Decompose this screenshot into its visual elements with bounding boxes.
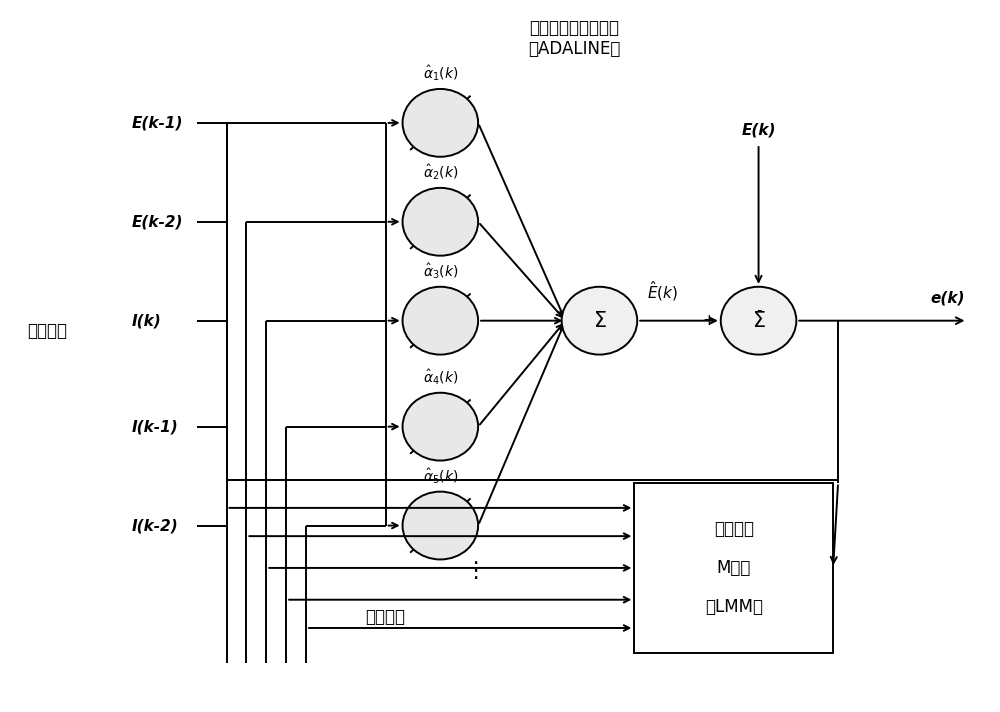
Ellipse shape [403, 287, 478, 355]
Ellipse shape [562, 287, 637, 355]
Text: E(k-1): E(k-1) [132, 115, 184, 130]
Text: （LMM）: （LMM） [705, 598, 763, 616]
Text: I(k): I(k) [132, 313, 162, 328]
Text: $\hat{E}(k)$: $\hat{E}(k)$ [647, 279, 678, 303]
Ellipse shape [721, 287, 796, 355]
Text: -: - [756, 303, 761, 318]
Text: I(k-2): I(k-2) [132, 518, 179, 533]
Text: $\hat{\alpha}_3(k)$: $\hat{\alpha}_3(k)$ [423, 261, 458, 281]
Text: $\hat{\alpha}_1(k)$: $\hat{\alpha}_1(k)$ [423, 63, 458, 83]
Ellipse shape [403, 393, 478, 461]
Text: $\hat{\alpha}_2(k)$: $\hat{\alpha}_2(k)$ [423, 162, 458, 182]
Text: E(k): E(k) [741, 122, 776, 137]
Text: ⋮: ⋮ [464, 562, 486, 582]
Text: $\Sigma$: $\Sigma$ [593, 310, 606, 330]
Text: M估计: M估计 [717, 559, 751, 577]
FancyBboxPatch shape [634, 483, 833, 653]
Text: $\hat{\alpha}_4(k)$: $\hat{\alpha}_4(k)$ [423, 367, 458, 387]
Text: I(k-1): I(k-1) [132, 419, 179, 434]
Ellipse shape [403, 188, 478, 256]
Text: +: + [702, 313, 715, 328]
Text: 输入向量: 输入向量 [28, 323, 68, 340]
Text: 权重向量: 权重向量 [366, 608, 406, 627]
Ellipse shape [403, 89, 478, 157]
Text: $\hat{\alpha}_5(k)$: $\hat{\alpha}_5(k)$ [423, 466, 458, 486]
Text: E(k-2): E(k-2) [132, 214, 184, 229]
Text: 自适应线性神经网络: 自适应线性神经网络 [530, 19, 620, 36]
Text: （ADALINE）: （ADALINE） [528, 40, 621, 58]
Ellipse shape [403, 492, 478, 560]
Text: e(k): e(k) [930, 290, 965, 305]
Text: $\Sigma$: $\Sigma$ [752, 310, 765, 330]
Text: 最小均值: 最小均值 [714, 520, 754, 538]
